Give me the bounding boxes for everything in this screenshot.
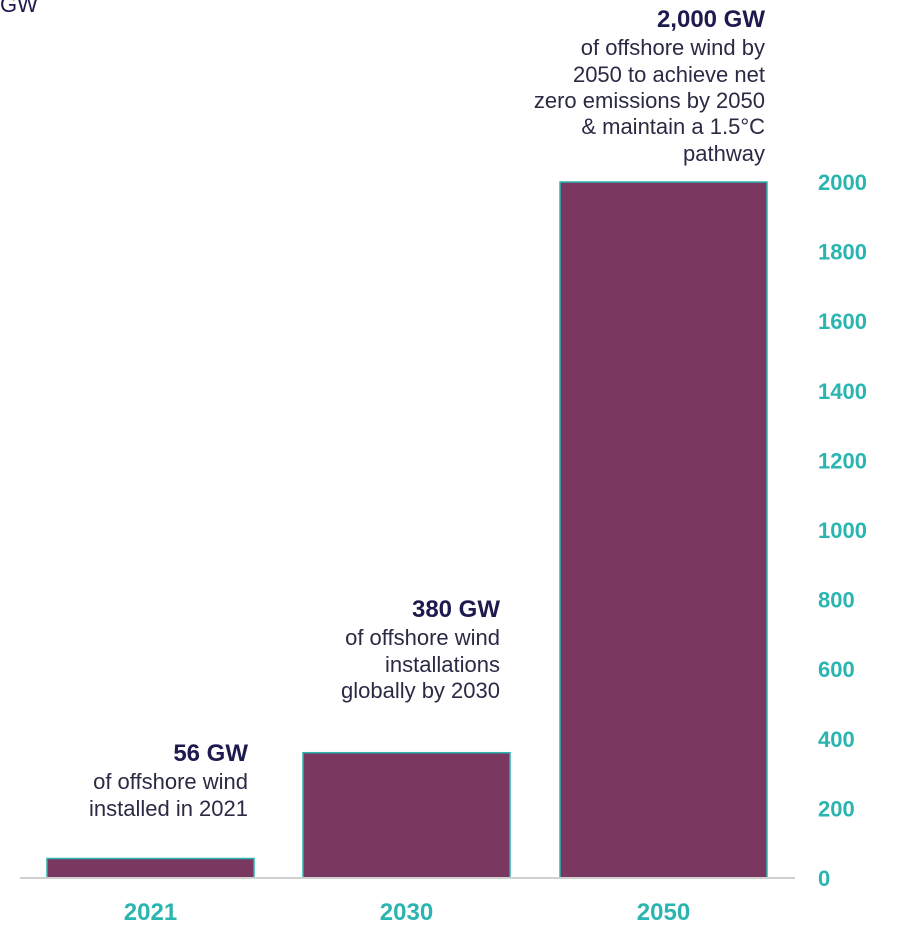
annotation-line: installations: [385, 651, 500, 677]
annotation-line: & maintain a 1.5°C: [581, 114, 765, 140]
x-axis-categories: 2021 2030 2050: [124, 899, 690, 925]
x-category-label: 2030: [380, 899, 433, 925]
annotation-line: installed in 2021: [88, 795, 248, 821]
y-tick-label: 2000: [818, 170, 867, 195]
y-tick-label: 1000: [818, 518, 867, 543]
x-category-label: 2021: [124, 899, 177, 925]
y-tick-label: 1800: [818, 240, 867, 265]
x-category-label: 2050: [637, 899, 690, 925]
annotation-headline: 380 GW: [411, 596, 500, 623]
unit-label: GW: [0, 0, 38, 17]
bar-2021: [46, 857, 255, 879]
annotation-headline: 56 GW: [173, 740, 248, 767]
bar-2030: [302, 751, 511, 879]
annotation-2021: 56 GW of offshore wind installed in 2021: [8, 738, 248, 822]
annotation-line: globally by 2030: [340, 677, 500, 703]
annotation-2030: 380 GW of offshore wind installations gl…: [260, 594, 500, 704]
y-tick-label: 200: [818, 796, 855, 821]
bars-group: [46, 181, 768, 879]
annotation-line: 2050 to achieve net: [572, 61, 765, 87]
annotation-line: of offshore wind: [93, 769, 248, 795]
y-tick-label: 1600: [818, 309, 867, 334]
bar-2050: [559, 181, 768, 879]
y-tick-label: 1400: [818, 379, 867, 404]
y-tick-label: 0: [818, 866, 830, 891]
annotation-line: zero emissions by 2050: [533, 87, 765, 113]
y-axis-ticks: 0 200 400 600 800 1000 1200 1400 1600 1800 2000: [818, 170, 867, 891]
y-tick-label: 800: [818, 588, 855, 613]
y-tick-label: 600: [818, 657, 855, 682]
y-tick-label: 400: [818, 727, 855, 752]
annotation-line: of offshore wind by: [580, 35, 765, 61]
annotation-line: pathway: [683, 140, 765, 166]
annotation-2050: 2,000 GW of offshore wind by 2050 to ach…: [435, 4, 765, 167]
annotation-line: of offshore wind: [345, 625, 500, 651]
annotation-headline: 2,000 GW: [656, 6, 765, 33]
y-tick-label: 1200: [818, 448, 867, 473]
